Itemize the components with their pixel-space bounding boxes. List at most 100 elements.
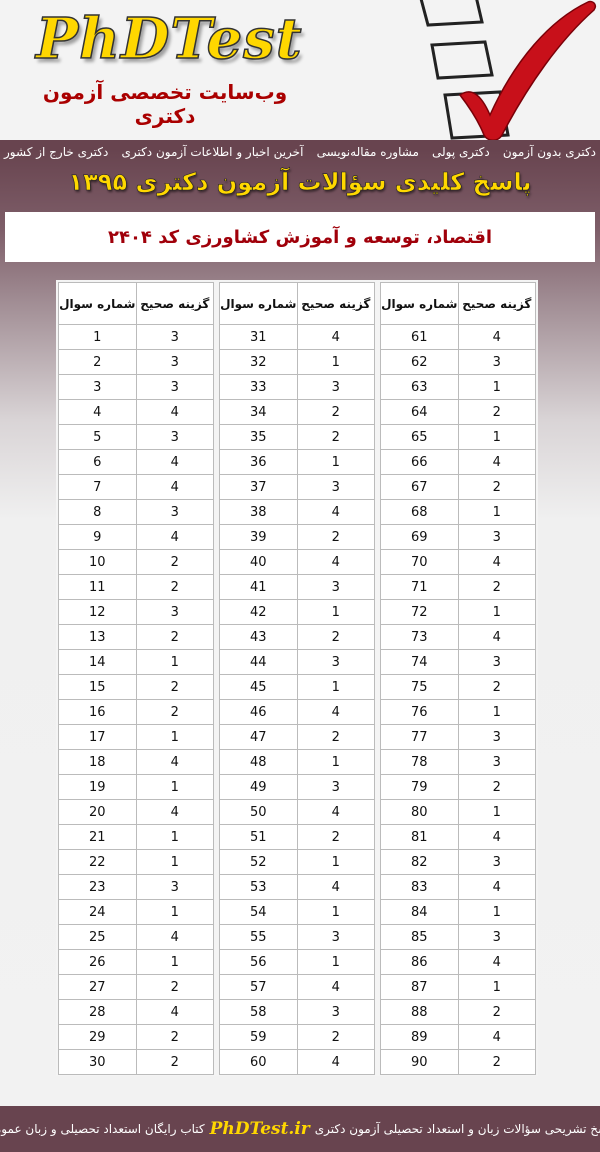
table-row: 56 1 [219,949,375,975]
answer-table: شماره سوال گزینه صحیح 1 3 2 3 3 3 4 4 5 3 6 4 7 4 8 3 9 4 10… [58,282,214,1075]
table-row: 11 2 [58,574,214,600]
question-number: 17 [58,724,137,750]
table-row: 89 4 [380,1024,536,1050]
column-header-answer: گزینه صحیح [457,282,536,325]
question-number: 1 [58,324,137,350]
table-row: 43 2 [219,624,375,650]
answer-table: شماره سوال گزینه صحیح 31 4 32 1 33 3 34 2 35 2 36 1 37… [219,282,375,1075]
question-number: 80 [380,799,459,825]
table-row: 28 4 [58,999,214,1025]
correct-answer: 3 [135,424,214,450]
table-row: 53 4 [219,874,375,900]
question-number: 70 [380,549,459,575]
correct-answer: 1 [135,649,214,675]
question-number: 73 [380,624,459,650]
nav-item-no-exam-phd[interactable]: دکتری بدون آزمون [502,145,596,159]
correct-answer: 3 [296,999,375,1025]
correct-answer: 1 [296,449,375,475]
question-number: 5 [58,424,137,450]
site-logo[interactable]: PhDTest [35,5,303,73]
question-number: 2 [58,349,137,375]
table-row: 32 1 [219,349,375,375]
table-row: 21 1 [58,824,214,850]
footer-banner[interactable]: پاسخ تشریحی سؤالات زبان و استعداد تحصیلی… [0,1106,600,1152]
correct-answer: 3 [457,924,536,950]
table-row: 25 4 [58,924,214,950]
question-number: 20 [58,799,137,825]
question-number: 46 [219,699,298,725]
table-row: 37 3 [219,474,375,500]
question-number: 24 [58,899,137,925]
question-number: 42 [219,599,298,625]
correct-answer: 2 [296,424,375,450]
correct-answer: 1 [135,824,214,850]
correct-answer: 1 [135,724,214,750]
table-row: 76 1 [380,699,536,725]
question-number: 48 [219,749,298,775]
correct-answer: 4 [457,1024,536,1050]
answer-key-tables: شماره سوال گزینه صحیح 1 3 2 3 3 3 4 4 5 3 6 4 7 4 8 3 9 4 10… [56,280,538,1076]
table-row: 77 3 [380,724,536,750]
correct-answer: 4 [457,874,536,900]
question-number: 15 [58,674,137,700]
question-number: 3 [58,374,137,400]
table-row: 55 3 [219,924,375,950]
correct-answer: 3 [135,874,214,900]
table-row: 79 2 [380,774,536,800]
table-row: 84 1 [380,899,536,925]
question-number: 55 [219,924,298,950]
table-row: 67 2 [380,474,536,500]
correct-answer: 4 [135,474,214,500]
question-number: 59 [219,1024,298,1050]
site-header: PhDTest وب‌سایت تخصصی آزمون دکتری [0,0,600,140]
nav-item-paid-phd[interactable]: دکتری پولی [432,145,490,159]
correct-answer: 4 [296,699,375,725]
nav-item-latest-news[interactable]: آخرین اخبار و اطلاعات آزمون دکتری [121,145,304,159]
table-row: 44 3 [219,649,375,675]
question-number: 19 [58,774,137,800]
table-row: 24 1 [58,899,214,925]
correct-answer: 2 [135,624,214,650]
question-number: 29 [58,1024,137,1050]
correct-answer: 4 [135,799,214,825]
table-row: 40 4 [219,549,375,575]
table-row: 19 1 [58,774,214,800]
table-header-row: شماره سوال گزینه صحیح [219,282,375,325]
table-row: 12 3 [58,599,214,625]
table-row: 86 4 [380,949,536,975]
question-number: 23 [58,874,137,900]
correct-answer: 1 [457,499,536,525]
nav-item-article-consulting[interactable]: مشاوره مقاله‌نویسی [316,145,419,159]
question-number: 36 [219,449,298,475]
exam-subject-title: اقتصاد، توسعه و آموزش کشاورزی کد ۲۴۰۴ [107,226,493,248]
table-row: 57 4 [219,974,375,1000]
correct-answer: 1 [457,799,536,825]
table-row: 75 2 [380,674,536,700]
table-row: 26 1 [58,949,214,975]
correct-answer: 3 [296,374,375,400]
column-header-answer: گزینه صحیح [296,282,375,325]
correct-answer: 2 [457,774,536,800]
question-number: 89 [380,1024,459,1050]
correct-answer: 3 [457,849,536,875]
question-number: 22 [58,849,137,875]
correct-answer: 1 [296,899,375,925]
correct-answer: 4 [135,749,214,775]
question-number: 75 [380,674,459,700]
correct-answer: 2 [135,574,214,600]
table-row: 52 1 [219,849,375,875]
correct-answer: 1 [296,349,375,375]
correct-answer: 4 [135,924,214,950]
question-number: 33 [219,374,298,400]
footer-brand[interactable]: PhDTest.ir [209,1119,310,1139]
nav-item-phd-abroad[interactable]: دکتری خارج از کشور [4,145,109,159]
correct-answer: 4 [296,549,375,575]
correct-answer: 2 [457,574,536,600]
correct-answer: 4 [135,399,214,425]
question-number: 52 [219,849,298,875]
correct-answer: 3 [135,349,214,375]
